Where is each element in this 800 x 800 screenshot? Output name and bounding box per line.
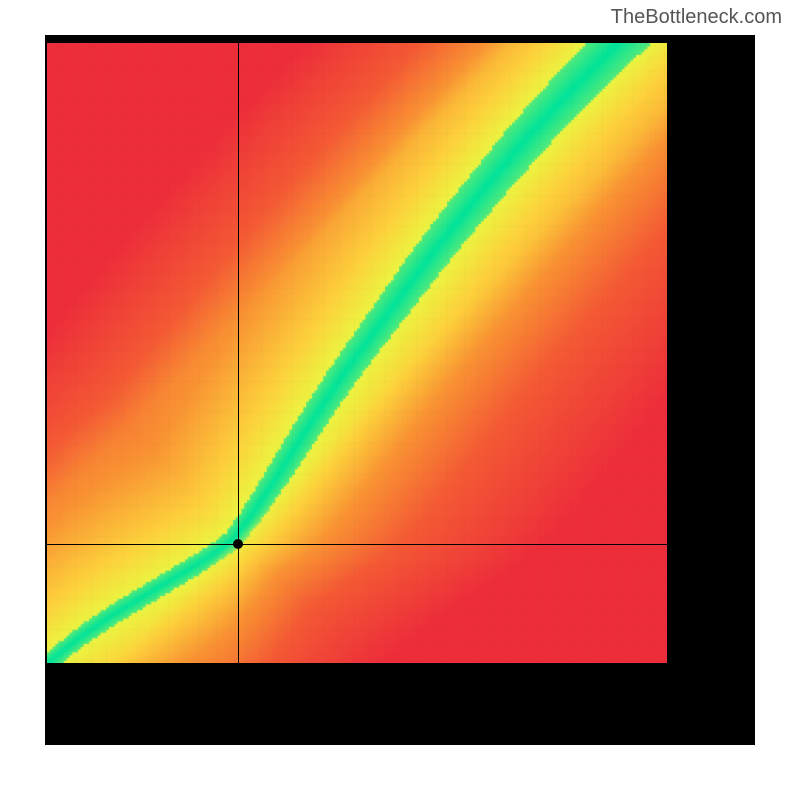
heatmap-canvas xyxy=(47,43,667,663)
crosshair-vertical xyxy=(238,35,239,745)
watermark-text: TheBottleneck.com xyxy=(611,6,782,29)
crosshair-horizontal xyxy=(45,544,755,545)
heatmap-plot xyxy=(47,43,667,663)
data-point-marker xyxy=(233,539,243,549)
chart-container: TheBottleneck.com xyxy=(0,0,800,800)
